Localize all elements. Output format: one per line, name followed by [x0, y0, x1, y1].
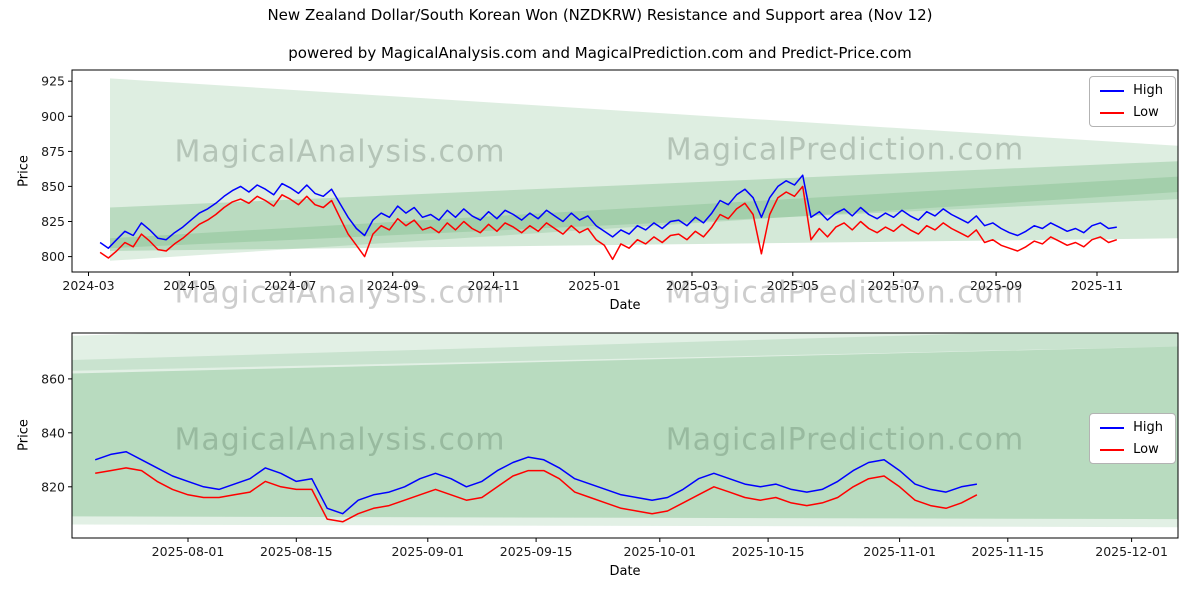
x-tick-label: 2025-10-15	[732, 544, 805, 559]
legend-entry-high: High	[1100, 83, 1163, 98]
x-tick-label: 2024-07	[264, 278, 316, 293]
watermark-prediction: MagicalPrediction.com	[665, 422, 1025, 458]
page-title: New Zealand Dollar/South Korean Won (NZD…	[267, 6, 933, 24]
x-tick-label: 2025-09	[970, 278, 1022, 293]
support-resistance-band	[110, 161, 1178, 251]
watermark-analysis: MagicalAnalysis.com	[174, 134, 506, 170]
y-tick-label: 800	[41, 249, 65, 264]
x-axis-label-bottom: Date	[609, 564, 641, 579]
x-tick-label: 2025-01	[568, 278, 620, 293]
x-tick-label: 2025-09-01	[391, 544, 464, 559]
support-resistance-band	[72, 333, 1178, 371]
legend-entry-low: Low	[1100, 442, 1163, 457]
watermark-analysis: MagicalAnalysis.com	[174, 275, 506, 311]
legend-entry-low: Low	[1100, 105, 1163, 120]
y-axis-label-bottom: Price	[16, 419, 32, 451]
x-tick-label: 2024-11	[467, 278, 519, 293]
legend-label: Low	[1133, 105, 1159, 120]
x-tick-label: 2025-12-01	[1095, 544, 1168, 559]
legend-entry-high: High	[1100, 420, 1163, 435]
x-tick-label: 2024-03	[62, 278, 114, 293]
x-tick-label: 2024-05	[163, 278, 215, 293]
watermark-prediction: MagicalPrediction.com	[665, 275, 1025, 311]
legend-label: Low	[1133, 442, 1159, 457]
legend-top: High Low	[1089, 76, 1176, 127]
x-axis-label-top: Date	[609, 298, 641, 313]
x-tick-label: 2025-03	[666, 278, 718, 293]
x-tick-label: 2025-11	[1071, 278, 1123, 293]
y-tick-label: 875	[41, 144, 65, 159]
axes-frame	[71, 332, 1179, 539]
high-line-swatch	[1100, 426, 1125, 429]
x-tick-label: 2025-10-01	[623, 544, 696, 559]
low-line	[95, 467, 978, 523]
support-resistance-band	[72, 346, 1178, 520]
support-resistance-band	[110, 78, 1178, 261]
support-resistance-band	[72, 333, 1178, 528]
x-tick-label: 2025-11-01	[863, 544, 936, 559]
axes-frame	[71, 69, 1179, 273]
y-tick-label: 820	[41, 479, 65, 494]
x-tick-label: 2024-09	[367, 278, 419, 293]
legend-bottom: High Low	[1089, 413, 1176, 464]
x-tick-label: 2025-08-15	[260, 544, 333, 559]
x-tick-label: 2025-05	[767, 278, 819, 293]
watermark-prediction: MagicalPrediction.com	[665, 132, 1025, 168]
x-tick-label: 2025-09-15	[500, 544, 573, 559]
y-tick-label: 860	[41, 371, 65, 386]
watermark-analysis: MagicalAnalysis.com	[174, 422, 506, 458]
legend-label: High	[1133, 420, 1163, 435]
x-tick-label: 2025-07	[867, 278, 919, 293]
low-line-swatch	[1100, 448, 1125, 451]
y-tick-label: 840	[41, 425, 65, 440]
high-line-swatch	[1100, 89, 1125, 92]
legend-label: High	[1133, 83, 1163, 98]
page-subtitle: powered by MagicalAnalysis.com and Magic…	[288, 44, 912, 62]
x-tick-label: 2025-11-15	[971, 544, 1044, 559]
x-tick-label: 2025-08-01	[152, 544, 225, 559]
y-axis-label-top: Price	[16, 155, 32, 187]
high-line	[94, 450, 978, 515]
y-tick-label: 925	[41, 74, 65, 89]
y-tick-label: 900	[41, 109, 65, 124]
y-tick-label: 850	[41, 179, 65, 194]
low-line-swatch	[1100, 111, 1125, 114]
y-tick-label: 825	[41, 214, 65, 229]
low-line	[99, 185, 1118, 261]
high-line	[99, 174, 1117, 249]
